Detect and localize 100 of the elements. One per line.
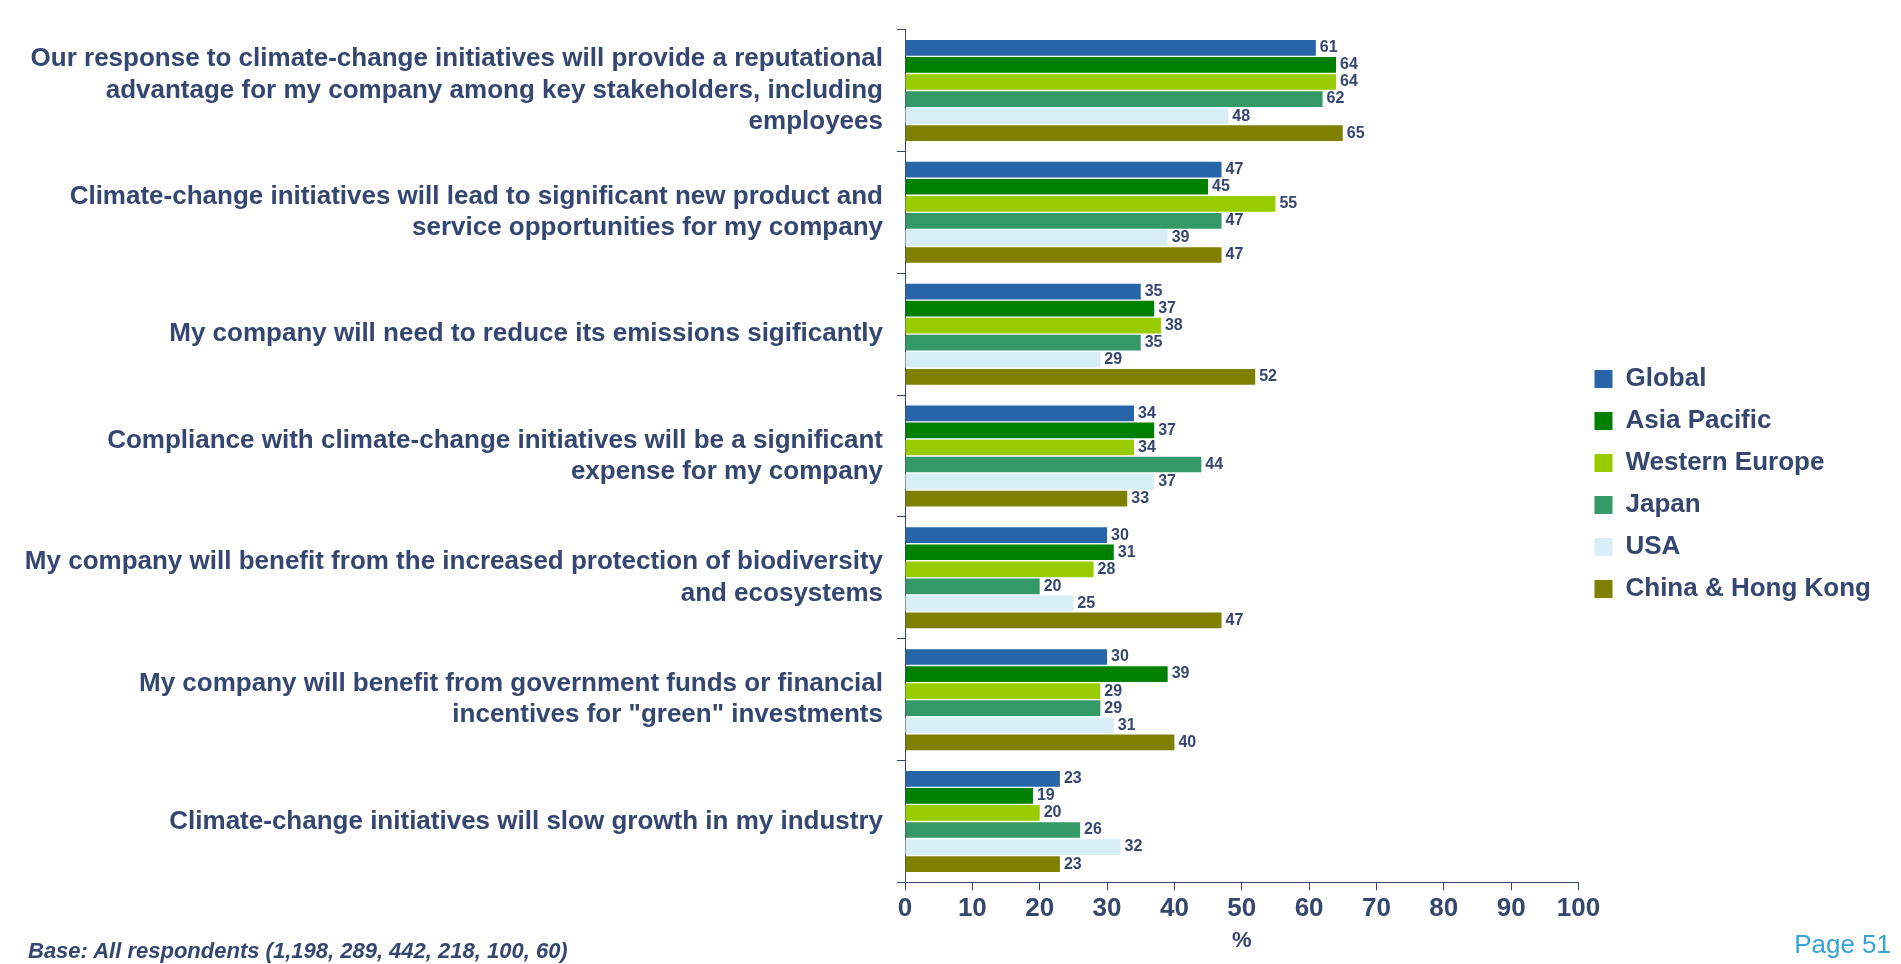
- data-label: 64: [1340, 72, 1358, 90]
- data-label: 38: [1164, 316, 1183, 334]
- bar: [905, 368, 1256, 385]
- bar: [905, 788, 1033, 804]
- bar: [905, 473, 1155, 490]
- y-tick-label: My company will benefit from the increased protection of biodiversity and ecosystems: [24, 545, 884, 607]
- data-label: 34: [1137, 437, 1156, 455]
- bar: [905, 805, 1040, 821]
- x-axis-title: %: [1231, 926, 1252, 952]
- bar: [905, 700, 1101, 717]
- x-tick-label: 40: [1159, 892, 1189, 923]
- bar: [905, 683, 1101, 699]
- bar: [905, 247, 1222, 263]
- data-label: 28: [1097, 559, 1116, 577]
- legend-label: USA: [1625, 530, 1681, 561]
- data-label: 23: [1063, 769, 1082, 787]
- data-label: 48: [1232, 106, 1251, 124]
- bar: [905, 717, 1114, 734]
- data-label: 29: [1104, 698, 1123, 716]
- x-tick-label: 70: [1361, 892, 1391, 923]
- bar: [905, 490, 1128, 507]
- data-label: 35: [1144, 281, 1163, 299]
- bar: [905, 74, 1337, 90]
- data-label: 39: [1171, 228, 1190, 246]
- data-label: 30: [1111, 525, 1129, 543]
- bar: [905, 439, 1134, 456]
- data-label: 35: [1144, 333, 1163, 351]
- data-label: 29: [1104, 681, 1123, 699]
- y-tick-label: My company will need to reduce its emissions sigificantly: [169, 317, 884, 348]
- y-tick-label: Climate-change initiatives will slow growth in my industry: [169, 804, 884, 835]
- x-tick-label: 100: [1556, 892, 1601, 923]
- data-label: 31: [1117, 715, 1136, 733]
- bar: [905, 822, 1081, 838]
- bar: [905, 317, 1161, 334]
- bar: [905, 91, 1323, 107]
- text: Page 51: [1794, 929, 1891, 960]
- legend-label: Asia Pacific: [1625, 404, 1772, 435]
- bar: [905, 771, 1060, 787]
- x-tick-label: 30: [1092, 892, 1122, 923]
- x-tick-label: 90: [1496, 892, 1526, 923]
- x-tick-label: 60: [1294, 892, 1324, 923]
- data-label: 47: [1225, 610, 1244, 628]
- y-tick-label: My company will benefit from government funds or financial incentives for "green" investments: [139, 667, 883, 729]
- data-label: 31: [1117, 542, 1136, 560]
- data-label: 32: [1124, 837, 1143, 855]
- data-label: 47: [1225, 245, 1244, 263]
- data-label: 30: [1111, 647, 1129, 665]
- data-label: 45: [1212, 177, 1230, 195]
- bar: [905, 544, 1114, 561]
- legend-label: Japan: [1625, 488, 1701, 519]
- bar: [905, 300, 1155, 317]
- bar: [905, 666, 1168, 682]
- data-label: 52: [1259, 367, 1278, 385]
- x-tick-label: 10: [957, 892, 987, 923]
- bar: [905, 578, 1040, 595]
- text: Base: All respondents (1,198, 289, 442, 218, 100, 60): [28, 938, 568, 964]
- bar: [905, 178, 1209, 195]
- data-label: 25: [1077, 593, 1096, 611]
- data-label: 39: [1171, 664, 1190, 682]
- data-label: 44: [1205, 454, 1224, 472]
- bar: [905, 125, 1343, 141]
- bar: [905, 527, 1108, 544]
- data-label: 19: [1036, 786, 1055, 804]
- data-label: 64: [1340, 55, 1358, 73]
- bar: [905, 456, 1202, 473]
- y-tick-label: Climate-change initiatives will lead to significant new product and service opportunities for my company: [69, 179, 884, 242]
- bar: [905, 612, 1222, 629]
- bar: [905, 649, 1108, 665]
- x-tick-label: 20: [1025, 892, 1055, 923]
- data-label: 23: [1063, 854, 1082, 872]
- data-label: 62: [1326, 89, 1345, 107]
- data-label: 20: [1043, 576, 1062, 594]
- x-tick-label: 80: [1429, 892, 1459, 923]
- data-label: 47: [1225, 211, 1244, 229]
- data-label: 61: [1319, 38, 1338, 56]
- bar: [905, 195, 1276, 212]
- data-label: 20: [1043, 803, 1062, 821]
- bar: [905, 230, 1168, 246]
- data-label: 55: [1279, 194, 1298, 212]
- bar: [905, 734, 1175, 751]
- bar: [905, 595, 1074, 612]
- bar: [905, 283, 1141, 300]
- bar: [905, 561, 1094, 578]
- bar: [905, 405, 1134, 422]
- bar: [905, 334, 1141, 351]
- data-label: 34: [1137, 403, 1156, 421]
- legend-label: Global: [1625, 362, 1707, 393]
- legend-label: China & Hong Kong: [1625, 572, 1871, 603]
- x-tick-label: 0: [897, 892, 913, 923]
- data-label: 65: [1346, 123, 1365, 141]
- data-label: 29: [1104, 350, 1123, 368]
- bar: [905, 839, 1121, 855]
- bar: [905, 57, 1337, 73]
- data-label: 47: [1225, 160, 1244, 178]
- bar: [905, 40, 1316, 56]
- data-label: 37: [1158, 298, 1177, 316]
- legend-label: Western Europe: [1625, 446, 1825, 477]
- x-tick-label: 50: [1227, 892, 1257, 923]
- data-label: 33: [1131, 489, 1150, 507]
- bar: [905, 161, 1222, 178]
